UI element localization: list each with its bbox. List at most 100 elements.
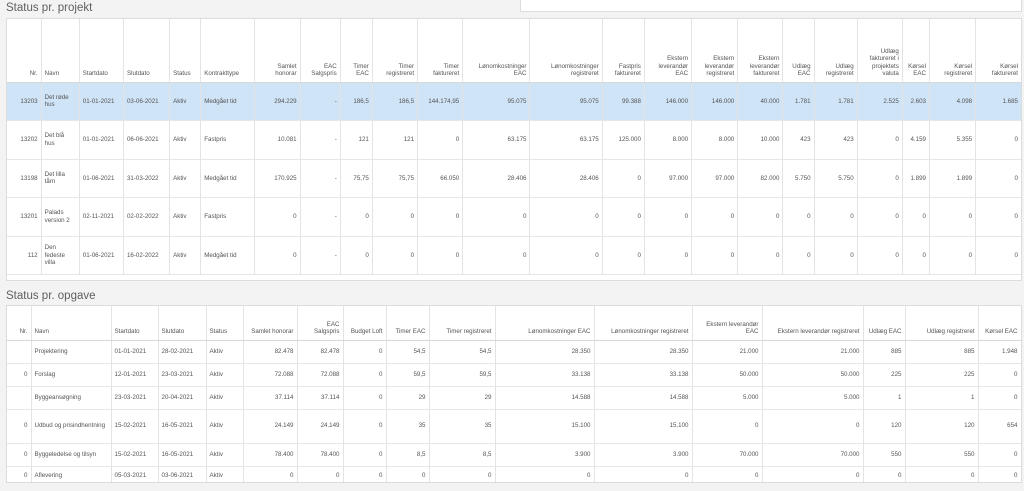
column-header-slutdato[interactable]: Slutdato	[158, 306, 207, 341]
column-header-status[interactable]: Status	[169, 19, 202, 83]
cell-eac-salgspris: -	[300, 159, 341, 198]
table-row[interactable]: 13203 Det røde hus 01-01-2021 03-06-2021 Akt…	[7, 82, 1021, 121]
column-header-startdato[interactable]: Startdato	[111, 306, 159, 341]
cell-timer-eac: 0	[340, 197, 373, 237]
column-header-k-rsel-registreret[interactable]: Kørsel registreret	[1021, 306, 1022, 340]
column-header-ekstern-leverand-r-faktureret[interactable]: Ekstern leverandør faktureret	[737, 19, 784, 83]
column-header-k-rsel-faktureret[interactable]: Kørsel faktureret	[975, 19, 1021, 83]
cell-fastpris-faktureret: 0	[602, 197, 645, 237]
cell-k-rsel-registreret: 0	[929, 236, 977, 275]
cell-udl-g-faktureret-i-projektets-valuta: 0	[857, 197, 903, 237]
column-header-timer-registreret[interactable]: Timer registreret	[372, 19, 419, 83]
column-header-fastpris-faktureret[interactable]: Fastpris faktureret	[602, 19, 645, 83]
cell-status: Aktiv	[169, 236, 202, 275]
cell-udl-g-eac: 0	[782, 236, 815, 275]
cell-udl-g-faktureret-i-projektets-valuta: 0	[857, 159, 903, 198]
column-header-eac-salgspris[interactable]: EAC Salgspris	[297, 306, 344, 341]
cell-timer-registreret: 29	[429, 386, 496, 410]
cell-k-rsel-eac: 654	[978, 409, 1021, 444]
cell-udl-g-registreret: 225	[905, 363, 979, 387]
column-header-eac-salgspris[interactable]: EAC Salgspris	[300, 19, 341, 83]
cell-l-nomkostninger-registreret: 3.900	[594, 443, 693, 467]
cell-slutdato: 16-05-2021	[158, 443, 207, 467]
cell-status: Aktiv	[169, 159, 202, 198]
table-row[interactable]: 13198 Det lilla tårn 01-06-2021 31-03-2022 A…	[7, 159, 1021, 198]
column-header-slutdato[interactable]: Slutdato	[123, 19, 171, 83]
column-header-navn[interactable]: Navn	[41, 19, 80, 83]
column-header-ekstern-leverand-r-eac[interactable]: Ekstern leverandør EAC	[692, 306, 763, 341]
table-row[interactable]: 13202 Det blå hus 01-01-2021 06-06-2021 Akti…	[7, 120, 1021, 160]
column-header-l-nomkostninger-registreret[interactable]: Lønomkostninger registreret	[594, 306, 693, 341]
column-header-udl-g-faktureret-i-projektets-valuta[interactable]: Udlæg faktureret i projektets valuta	[857, 19, 903, 83]
column-header-startdato[interactable]: Startdato	[79, 19, 124, 83]
cell-status: Aktiv	[206, 443, 244, 467]
cell-slutdato: 31-03-2022	[123, 159, 171, 198]
cell-k-rsel-eac: 0	[978, 386, 1021, 410]
cell-udl-g-eac: 0	[863, 466, 906, 482]
column-header-ekstern-leverand-r-eac[interactable]: Ekstern leverandør EAC	[644, 19, 693, 83]
column-header-timer-registreret[interactable]: Timer registreret	[429, 306, 496, 341]
column-header-samlet-honorar[interactable]: Samlet honorar	[243, 306, 298, 341]
column-header-udl-g-registreret[interactable]: Udlæg registreret	[814, 19, 858, 83]
column-header-ekstern-leverand-r-registreret[interactable]: Ekstern leverandør registreret	[762, 306, 864, 341]
cell-k-rsel-registreret: 1.899	[929, 159, 977, 198]
cell-navn: Det lilla tårn	[41, 159, 80, 198]
column-header-budget-loft[interactable]: Budget Loft	[343, 306, 387, 341]
cell-ekstern-leverand-r-eac: 146.000	[644, 82, 693, 121]
column-header-l-nomkostninger-registreret[interactable]: Lønomkostninger registreret	[529, 19, 603, 83]
cell-timer-faktureret: 144.174,95	[417, 82, 464, 121]
cell-timer-registreret: 0	[372, 197, 419, 237]
column-header-udl-g-eac[interactable]: Udlæg EAC	[782, 19, 815, 83]
column-header-ekstern-leverand-r-registreret[interactable]: Ekstern leverandør registreret	[691, 19, 739, 83]
column-header-kontrakttype[interactable]: Kontrakttype	[200, 19, 256, 83]
cell-l-nomkostninger-registreret: 63.175	[529, 120, 603, 160]
cell-udl-g-registreret: 885	[905, 340, 979, 364]
cell-udl-g-eac: 225	[863, 363, 906, 387]
column-header-timer-faktureret[interactable]: Timer faktureret	[417, 19, 464, 83]
cell-l-nomkostninger-eac: 63.175	[462, 120, 531, 160]
column-header-udl-g-eac[interactable]: Udlæg EAC	[863, 306, 906, 341]
column-header-l-nomkostninger-eac[interactable]: Lønomkostninger EAC	[462, 19, 531, 83]
column-header-nr[interactable]: Nr.	[7, 306, 32, 341]
cell-eac-salgspris: 82.478	[297, 340, 344, 364]
cell-startdato: 15-02-2021	[111, 443, 159, 467]
cell-samlet-honorar: 10.081	[254, 120, 301, 160]
cell-k-rsel-registreret: 764	[1021, 409, 1022, 443]
column-header-nr[interactable]: Nr.	[7, 19, 42, 83]
table-row[interactable]: Byggeansøgning 23-03-2021 20-04-2021 Aktiv 3…	[7, 386, 1021, 410]
column-header-navn[interactable]: Navn	[31, 306, 112, 341]
column-header-k-rsel-eac[interactable]: Kørsel EAC	[978, 306, 1021, 341]
column-header-k-rsel-registreret[interactable]: Kørsel registreret	[929, 19, 977, 83]
cell-navn: Forslag	[31, 363, 112, 387]
cell-samlet-honorar: 72.088	[243, 363, 298, 387]
cell-ekstern-leverand-r-registreret: 146.000	[691, 82, 739, 121]
cell-samlet-honorar: 24.149	[243, 409, 298, 444]
cell-timer-registreret: 0	[372, 236, 419, 275]
cell-ekstern-leverand-r-eac: 5.000	[692, 386, 763, 410]
cell-navn: Den fedeste villa	[41, 236, 80, 275]
column-header-k-rsel-eac[interactable]: Kørsel EAC	[902, 19, 930, 83]
table-row[interactable]: Projektering 01-01-2021 28-02-2021 Aktiv 82.…	[7, 340, 1021, 364]
column-header-timer-eac[interactable]: Timer EAC	[340, 19, 373, 83]
table-row[interactable]: 0 Byggeledelse og tilsyn 15-02-2021 16-05-2…	[7, 443, 1021, 467]
column-header-timer-eac[interactable]: Timer EAC	[386, 306, 430, 341]
cell-nr: 13203	[7, 82, 42, 121]
column-header-l-nomkostninger-eac[interactable]: Lønomkostninger EAC	[495, 306, 595, 341]
table-row[interactable]: 0 Forslag 12-01-2021 23-03-2021 Aktiv 72.088 7…	[7, 363, 1021, 387]
column-header-status[interactable]: Status	[206, 306, 244, 341]
column-header-udl-g-registreret[interactable]: Udlæg registreret	[905, 306, 979, 341]
cell-udl-g-registreret: 5.750	[814, 159, 858, 198]
task-status-title: Status pr. opgave	[6, 290, 96, 302]
cell-timer-eac: 0	[386, 466, 430, 482]
cell-k-rsel-eac: 0	[978, 443, 1021, 467]
table-row[interactable]: 0 Aflevering 05-03-2021 03-06-2021 Aktiv 0 0 0 0…	[7, 466, 1021, 482]
table-row[interactable]: 0 Udbud og prisindhentning 15-02-2021 16-05…	[7, 409, 1022, 444]
table-row[interactable]: 112 Den fedeste villa 01-06-2021 16-02-2022…	[7, 236, 1021, 275]
cell-budget-loft: 0	[343, 363, 387, 387]
table-row[interactable]: 13201 Palads version 2 02-11-2021 02-02-202…	[7, 197, 1021, 237]
cell-budget-loft: 0	[343, 443, 387, 467]
column-header-samlet-honorar[interactable]: Samlet honorar	[254, 19, 301, 83]
project-status-title: Status pr. projekt	[6, 2, 93, 14]
cell-nr: 0	[7, 466, 32, 482]
cell-status: Aktiv	[169, 82, 202, 121]
